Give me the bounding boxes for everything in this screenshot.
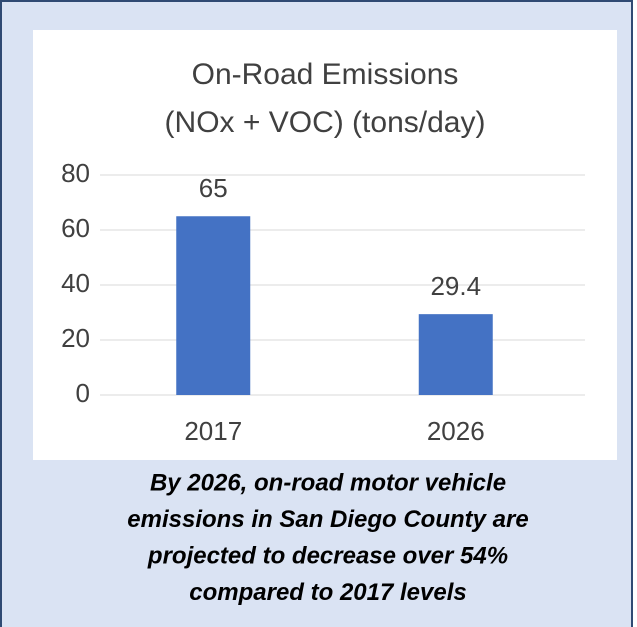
caption: compared to 2017 levels bbox=[189, 579, 466, 606]
bar bbox=[418, 314, 493, 395]
x-tick-label: 2026 bbox=[427, 416, 485, 446]
data-label: 65 bbox=[199, 173, 228, 203]
chart-area bbox=[33, 30, 617, 460]
y-tick-label: 40 bbox=[61, 268, 90, 298]
caption: emissions in San Diego County are bbox=[127, 506, 528, 533]
y-tick-label: 20 bbox=[61, 323, 90, 353]
y-tick-label: 0 bbox=[76, 378, 90, 408]
chart-title: (NOx + VOC) (tons/day) bbox=[165, 106, 486, 139]
bar bbox=[176, 216, 251, 395]
caption: projected to decrease over 54% bbox=[147, 542, 508, 569]
chart-title: On-Road Emissions bbox=[192, 58, 459, 91]
caption: By 2026, on-road motor vehicle bbox=[150, 469, 506, 496]
x-tick-label: 2017 bbox=[184, 416, 242, 446]
y-tick-label: 60 bbox=[61, 213, 90, 243]
y-tick-label: 80 bbox=[61, 158, 90, 188]
data-label: 29.4 bbox=[430, 271, 481, 301]
